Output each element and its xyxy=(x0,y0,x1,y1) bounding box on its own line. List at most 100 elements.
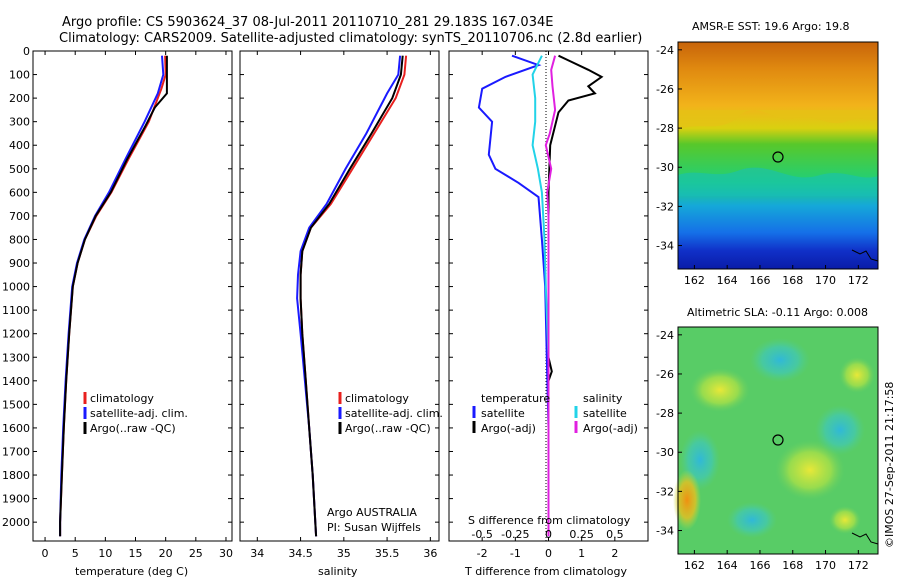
sla-low-3 xyxy=(815,405,865,455)
copyright-timestamp: ©IMOS 27-Sep-2011 21:17:58 xyxy=(883,382,896,548)
sla-high-edge xyxy=(673,470,701,530)
temperature-panel: 0100200300400500600700800900100011001200… xyxy=(2,45,233,578)
difference-legend: temperature satellite Argo(-adj) salinit… xyxy=(472,392,638,435)
sst-front-warm xyxy=(678,110,878,130)
map-x-tick-label: 168 xyxy=(782,559,803,572)
temperature-axes-frame xyxy=(32,50,233,542)
map-x-tick-label: 164 xyxy=(717,274,738,287)
profile-line-t-satellite xyxy=(477,54,550,537)
depth-tick-label: 400 xyxy=(9,139,30,152)
depth-tick-label: 800 xyxy=(9,233,30,246)
x-tick-label: 0 xyxy=(545,547,552,560)
depth-tick-label: 2000 xyxy=(2,516,30,529)
legend-s-satellite: satellite xyxy=(583,407,627,420)
map-x-tick-label: 166 xyxy=(749,274,770,287)
header-line-1: Argo profile: CS 5903624_37 08-Jul-2011 … xyxy=(62,15,553,30)
depth-tick-label: 1500 xyxy=(2,398,30,411)
x-tick-label: -2 xyxy=(477,547,488,560)
profile-line-s-satellite xyxy=(531,55,550,537)
depth-tick-label: 1800 xyxy=(2,469,30,482)
legend-s-argo: Argo(-adj) xyxy=(583,422,638,435)
x-tick-label: 15 xyxy=(129,547,143,560)
legend-argo: Argo(..raw -QC) xyxy=(90,422,176,435)
legend-satellite: satellite-adj. clim. xyxy=(90,407,188,420)
sst-field xyxy=(678,42,878,269)
depth-tick-label: 700 xyxy=(9,210,30,223)
map-y-tick-label: -32 xyxy=(656,200,674,213)
profile-line-argo-raw-qc xyxy=(59,55,168,537)
x-tick-label: 30 xyxy=(219,547,233,560)
s-difference-label: S difference from climatology xyxy=(468,514,631,527)
map-x-tick-label: 166 xyxy=(749,559,770,572)
map-x-tick-label: 162 xyxy=(684,559,705,572)
salinity-panel: 34 34.5 35 35.5 36 salinity climatology sate… xyxy=(239,50,443,578)
difference-profiles xyxy=(477,54,604,537)
header-line-2: Climatology: CARS2009. Satellite-adjuste… xyxy=(59,31,642,46)
sla-high-3 xyxy=(839,357,875,393)
map-y-tick-label: -30 xyxy=(656,161,674,174)
argo-position-marker xyxy=(772,434,784,446)
temperature-profiles xyxy=(59,55,168,537)
x-tick-label: 35 xyxy=(337,547,351,560)
t-difference-label: T difference from climatology xyxy=(464,565,627,578)
map-y-tick-label: -28 xyxy=(656,407,674,420)
profile-line-argo-raw-qc xyxy=(299,55,404,537)
x-tick-label: 35.5 xyxy=(375,547,400,560)
depth-axis: 0 100 200 300 400 500 600 700 800 900 1000 1100 1200… xyxy=(2,45,232,529)
sst-map-ticks: 162 164 166 168 170 172 -24 -26 -28 -30 -32 -34 xyxy=(656,44,869,287)
depth-tick-label: 1600 xyxy=(2,422,30,435)
temperature-x-axis: 0 5 10 15 20 25 30 xyxy=(42,51,233,560)
salinity-profiles xyxy=(296,55,408,537)
legend-argo: Argo(..raw -QC) xyxy=(345,422,431,435)
depth-tick-label: 1200 xyxy=(2,328,30,341)
x-tick-label: 1 xyxy=(578,547,585,560)
argo-position-marker xyxy=(772,151,784,163)
salinity-x-axis: 34 34.5 35 35.5 36 xyxy=(250,51,437,560)
sla-map-title: Altimetric SLA: -0.11 Argo: 0.008 xyxy=(687,306,868,319)
depth-tick-label: 1300 xyxy=(2,351,30,364)
x-tick-label: 36 xyxy=(423,547,437,560)
map-y-tick-label: -34 xyxy=(656,240,674,253)
salinity-depth-ticks xyxy=(240,50,439,523)
x-tick-label: 34 xyxy=(250,547,264,560)
salinity-xlabel: salinity xyxy=(318,565,358,578)
s-tick-label: -0.25 xyxy=(501,528,529,541)
coastline xyxy=(851,249,879,262)
x-tick-label: 25 xyxy=(189,547,203,560)
map-y-tick-label: -26 xyxy=(656,83,674,96)
map-x-tick-label: 172 xyxy=(848,274,869,287)
depth-tick-label: 1000 xyxy=(2,281,30,294)
coastline xyxy=(851,532,879,545)
difference-panel: -2 -1 0 1 2 S difference from climatology -0… xyxy=(448,50,649,578)
x-tick-label: 20 xyxy=(159,547,173,560)
temperature-legend: climatology satellite-adj. clim. Argo(..… xyxy=(83,392,188,435)
legend-climatology: climatology xyxy=(345,392,409,405)
depth-tick-label: 600 xyxy=(9,186,30,199)
map-x-tick-label: 168 xyxy=(782,274,803,287)
profile-line-satellite-adj-clim xyxy=(59,55,165,537)
profile-line-t-argo-adj xyxy=(547,54,604,537)
argo-pi: PI: Susan Wijffels xyxy=(327,521,421,534)
depth-tick-label: 0 xyxy=(23,45,30,58)
map-x-tick-label: 172 xyxy=(848,559,869,572)
map-x-tick-label: 162 xyxy=(684,274,705,287)
depth-tick-label: 100 xyxy=(9,69,30,82)
legend-t-argo: Argo(-adj) xyxy=(481,422,536,435)
legend-t-satellite: satellite xyxy=(481,407,525,420)
sla-low-2 xyxy=(750,338,810,382)
map-y-tick-label: -28 xyxy=(656,122,674,135)
map-x-tick-label: 170 xyxy=(815,274,836,287)
depth-tick-label: 1700 xyxy=(2,445,30,458)
depth-tick-label: 1100 xyxy=(2,304,30,317)
depth-tick-label: 1400 xyxy=(2,375,30,388)
map-x-tick-label: 164 xyxy=(717,559,738,572)
s-difference-ticks: -0.5 -0.25 0 0.25 0.5 xyxy=(471,528,623,541)
x-tick-label: 34.5 xyxy=(288,547,313,560)
sla-low-4 xyxy=(727,502,777,538)
t-difference-x-axis: -2 -1 0 1 2 xyxy=(477,51,618,560)
x-tick-label: 0 xyxy=(42,547,49,560)
salinity-legend: climatology satellite-adj. clim. Argo(..… xyxy=(338,392,443,435)
depth-tick-label: 900 xyxy=(9,257,30,270)
difference-depth-ticks xyxy=(449,50,648,523)
profile-line-climatology xyxy=(299,55,408,537)
